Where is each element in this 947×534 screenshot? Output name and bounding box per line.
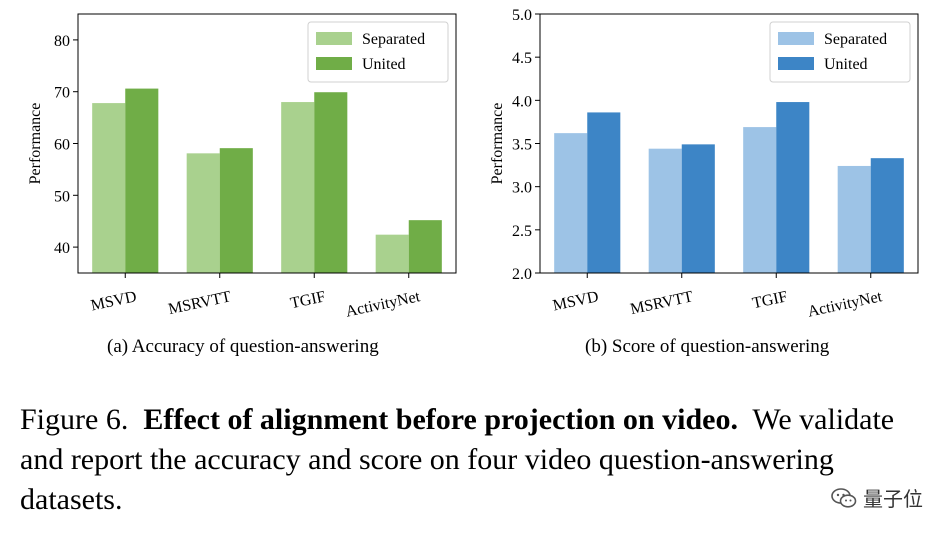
y-tick-label: 3.0 — [512, 180, 532, 197]
plot-frame — [77, 13, 457, 274]
bar-separated-msrvtt — [186, 153, 220, 273]
legend-swatch-united — [778, 57, 814, 70]
legend-swatch-united — [316, 57, 352, 70]
x-tick-label: TGIF — [751, 288, 789, 312]
y-tick-label: 3.5 — [512, 137, 532, 154]
bar-separated-tgif — [743, 127, 777, 273]
watermark: 量子位 — [831, 483, 923, 512]
bar-separated-tgif — [281, 102, 315, 273]
caption-bold: Effect of alignment before projection on… — [143, 403, 738, 436]
figure-caption: Figure 6. Effect of alignment before pro… — [20, 400, 925, 520]
bar-separated-activitynet — [375, 234, 409, 273]
chart-score: Performance 2.0 2.5 3.0 3.5 4.0 4.5 5.0 MSVD MSRV… — [470, 0, 947, 370]
legend: Separated United — [769, 21, 911, 83]
x-tick-label: ActivityNet — [344, 288, 422, 320]
chart-accuracy: Performance 40 50 60 70 80 MSVD MSRVTT TGIF Activ… — [0, 0, 470, 370]
caption-rest: We validate and report the accuracy and … — [20, 403, 895, 516]
subcaption-score: (b) Score of question-answering — [585, 336, 830, 357]
legend-label-united: United — [824, 56, 868, 73]
bar-united-msvd — [125, 88, 159, 273]
x-tick-label: MSRVTT — [629, 288, 695, 318]
wechat-icon — [831, 487, 857, 508]
legend-swatch-separated — [316, 32, 352, 45]
legend-swatch-separated — [778, 32, 814, 45]
y-tick-label: 2.0 — [512, 266, 532, 283]
watermark-text: 量子位 — [863, 487, 923, 511]
y-tick-label: 50 — [54, 188, 70, 205]
bar-separated-msvd — [92, 103, 126, 273]
bar-united-msvd — [587, 112, 621, 273]
x-tick-label: ActivityNet — [806, 288, 884, 320]
bar-united-activitynet — [408, 220, 442, 273]
bar-united-tgif — [776, 102, 810, 273]
bar-united-msrvtt — [681, 144, 715, 273]
y-axis-label: Performance — [489, 103, 506, 185]
x-tick-label: MSVD — [89, 288, 138, 314]
chart-accuracy-svg: Performance 40 50 60 70 80 MSVD MSRVTT TGIF Activ… — [27, 13, 457, 321]
y-tick-label: 70 — [54, 85, 70, 102]
x-tick-label: TGIF — [289, 288, 327, 312]
y-tick-label: 2.5 — [512, 223, 532, 240]
y-tick-label: 4.5 — [512, 50, 532, 67]
bar-separated-activitynet — [837, 165, 871, 273]
subcaption-accuracy: (a) Accuracy of question-answering — [107, 336, 379, 357]
y-tick-label: 60 — [54, 137, 70, 154]
legend: Separated United — [307, 21, 449, 83]
y-tick-label: 40 — [54, 240, 70, 257]
bar-separated-msvd — [554, 133, 588, 273]
bar-separated-msrvtt — [648, 148, 682, 273]
bar-united-tgif — [314, 92, 348, 273]
x-tick-label: MSRVTT — [167, 288, 233, 318]
plot-frame — [539, 13, 919, 274]
legend-label-separated: Separated — [362, 31, 425, 48]
legend-label-separated: Separated — [824, 31, 887, 48]
y-tick-label: 80 — [54, 33, 70, 50]
caption-prefix: Figure 6. — [20, 403, 129, 436]
x-tick-label: MSVD — [551, 288, 600, 314]
bar-united-activitynet — [870, 158, 904, 273]
y-tick-label: 5.0 — [512, 7, 532, 24]
y-axis-label: Performance — [27, 103, 44, 185]
legend-label-united: United — [362, 56, 406, 73]
chart-score-svg: Performance 2.0 2.5 3.0 3.5 4.0 4.5 5.0 MSVD MSRV… — [489, 7, 919, 321]
y-tick-label: 4.0 — [512, 93, 532, 110]
bar-united-msrvtt — [219, 148, 253, 273]
